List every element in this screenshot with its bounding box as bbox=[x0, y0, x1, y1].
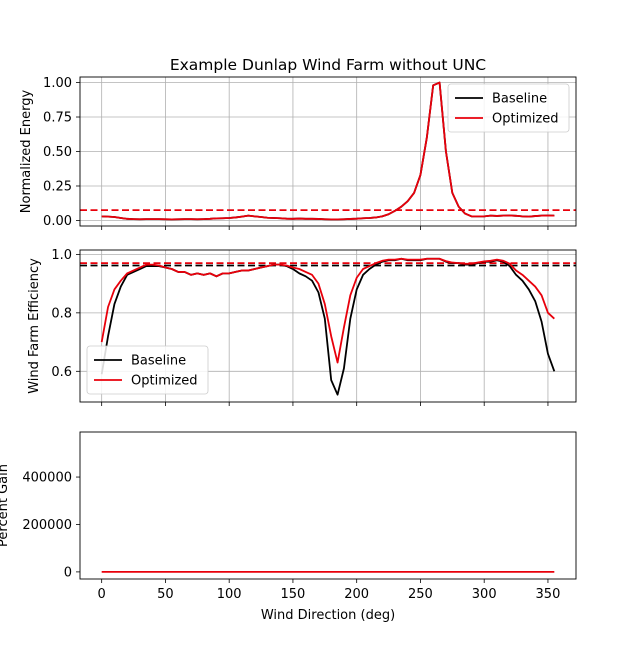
y-tick-label: 400000 bbox=[22, 471, 72, 486]
x-tick-label: 0 bbox=[98, 587, 106, 602]
legend-label: Baseline bbox=[492, 92, 547, 107]
y-tick-label: 0.50 bbox=[43, 145, 72, 160]
axes-frame bbox=[79, 431, 577, 580]
y-tick-label: 0 bbox=[64, 565, 72, 580]
legend: Baseline Optimized bbox=[86, 345, 209, 395]
legend-label: Optimized bbox=[131, 374, 198, 389]
series-line-optimized bbox=[100, 257, 555, 364]
series-line-optimized bbox=[101, 81, 555, 221]
legend-label: Baseline bbox=[131, 354, 186, 369]
x-tick-label: 100 bbox=[217, 587, 242, 602]
y-tick-label: 1.00 bbox=[43, 76, 72, 91]
y-axis-label: Percent Gain bbox=[0, 464, 11, 547]
panel-gain: 0 50 100 150 200 250 300 350 0 200000 400000 Percen… bbox=[0, 431, 577, 602]
x-tick-label: 300 bbox=[472, 587, 497, 602]
y-tick-label: 0.25 bbox=[43, 179, 72, 194]
axes-frame bbox=[79, 76, 577, 227]
x-axis-label: Wind Direction (deg) bbox=[261, 608, 395, 623]
panel-energy: 0.00 0.25 0.50 0.75 1.00 Normalized Energy Bas… bbox=[19, 76, 577, 230]
y-tick-label: 200000 bbox=[22, 518, 72, 533]
x-tick-label: 150 bbox=[281, 587, 306, 602]
y-tick-label: 0.00 bbox=[43, 214, 72, 229]
axes-frame bbox=[79, 249, 577, 403]
x-tick-label: 350 bbox=[536, 587, 561, 602]
y-axis-label: Wind Farm Efficiency bbox=[27, 258, 42, 394]
legend-box bbox=[447, 83, 570, 133]
y-tick-label: 0.75 bbox=[43, 111, 72, 126]
x-tick-label: 250 bbox=[408, 587, 433, 602]
y-tick-label: 0.6 bbox=[51, 365, 72, 380]
chart-title: Example Dunlap Wind Farm without UNC bbox=[170, 56, 486, 74]
panel-efficiency: 0.6 0.8 1.0 Wind Farm Efficiency Baseline Opt… bbox=[27, 248, 577, 406]
x-tick-label: 200 bbox=[344, 587, 369, 602]
legend: Baseline Optimized bbox=[447, 83, 570, 133]
legend-label: Optimized bbox=[492, 112, 559, 127]
y-tick-label: 1.0 bbox=[51, 248, 72, 263]
x-tick-label: 50 bbox=[157, 587, 174, 602]
y-tick-label: 0.8 bbox=[51, 306, 72, 321]
y-axis-label: Normalized Energy bbox=[19, 90, 34, 214]
legend-box bbox=[86, 345, 209, 395]
